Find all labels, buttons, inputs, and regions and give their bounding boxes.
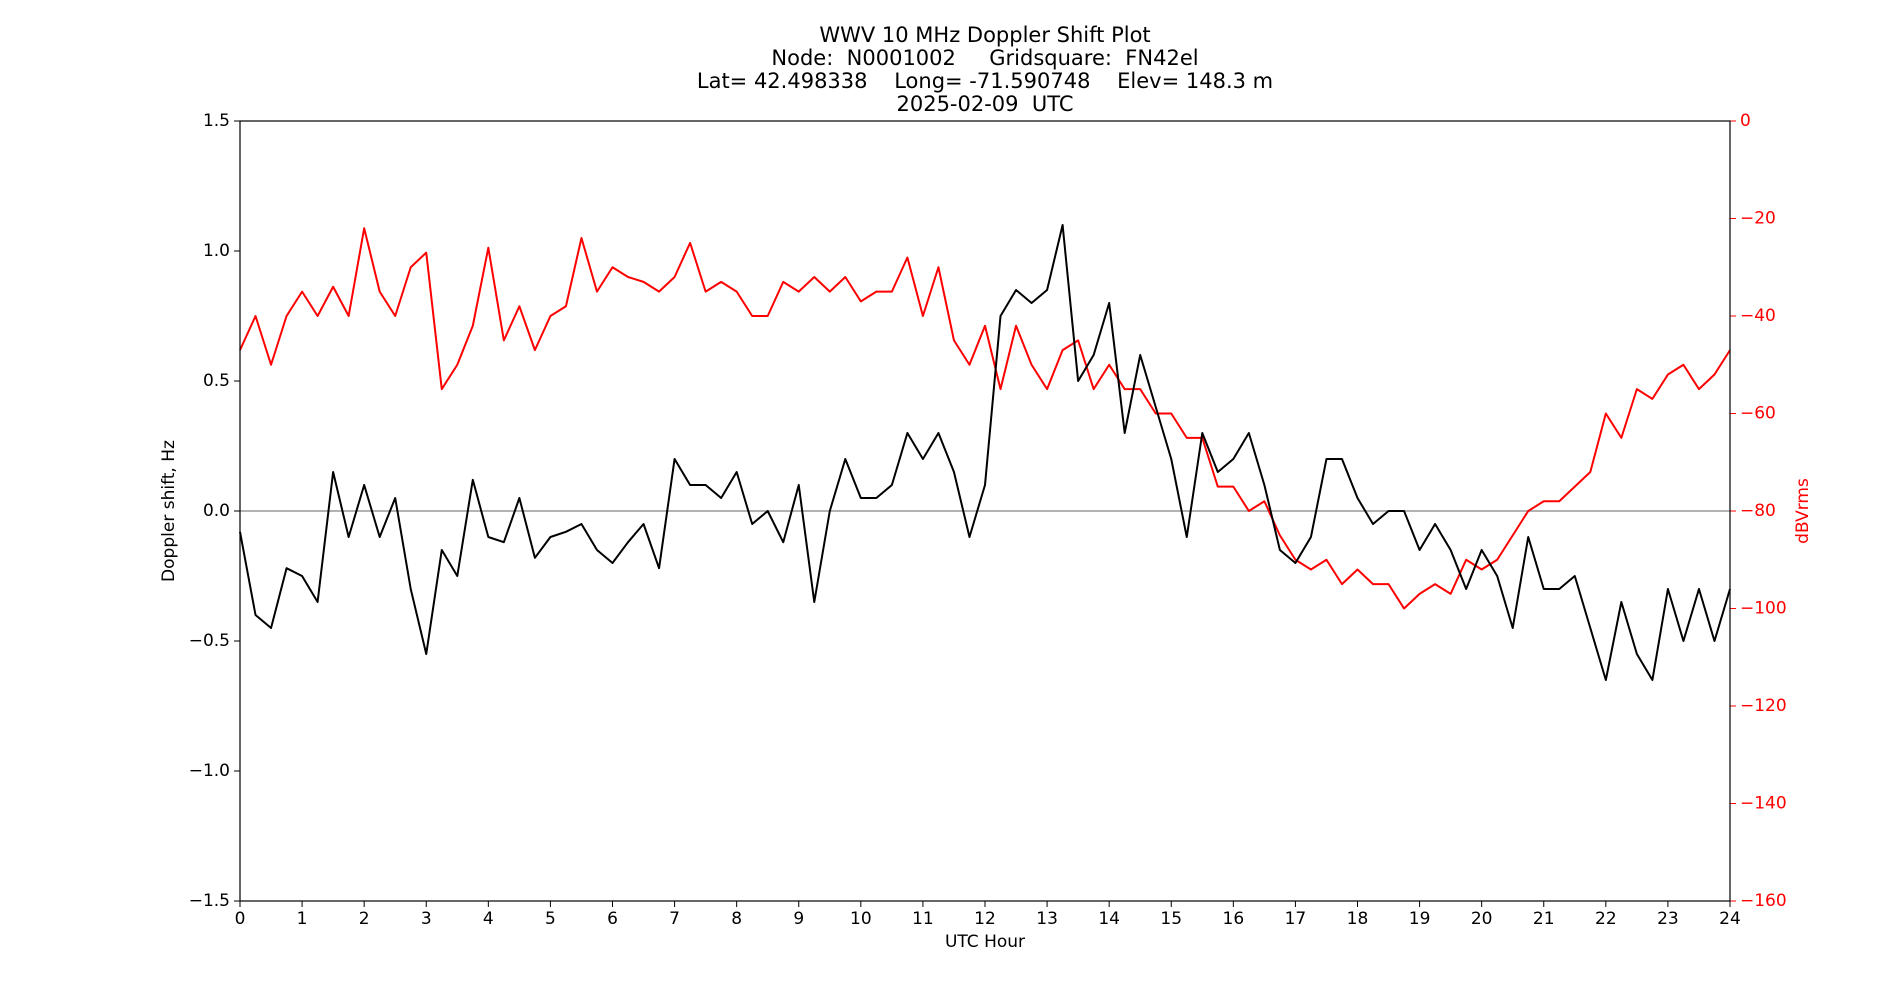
x-tick-label: 16 [1223,909,1245,929]
y2-tick-label: −20 [1740,209,1776,229]
x-axis-label: UTC Hour [945,932,1025,952]
chart-title: 2025-02-09 UTC [896,92,1073,116]
chart-title: Lat= 42.498338 Long= -71.590748 Elev= 14… [697,69,1273,93]
y2-tick-label: −120 [1740,696,1787,716]
x-tick-label: 19 [1409,909,1431,929]
x-tick-label: 10 [850,909,872,929]
line-series [239,227,1731,610]
y2-axis-label: dBVrms [1793,478,1813,544]
y-tick-label: 0.5 [203,371,230,391]
x-tick-label: 14 [1098,909,1120,929]
x-tick-label: 12 [974,909,996,929]
line-series [239,224,1731,681]
y-axis-label: Doppler shift, Hz [159,440,179,582]
x-tick-label: 11 [912,909,934,929]
y2-tick-label: −40 [1740,306,1776,326]
y2-tick-label: −80 [1740,501,1776,521]
y2-tick-label: −60 [1740,404,1776,424]
x-tick-label: 1 [297,909,308,929]
y-tick-label: 0.0 [203,501,230,521]
x-tick-label: 13 [1036,909,1058,929]
x-tick-label: 23 [1657,909,1679,929]
x-tick-label: 2 [359,909,370,929]
x-tick-label: 6 [607,909,618,929]
x-tick-label: 5 [545,909,556,929]
y-tick-label: 1.5 [203,111,230,131]
x-tick-label: 8 [731,909,742,929]
x-tick-label: 7 [669,909,680,929]
x-tick-label: 15 [1160,909,1182,929]
plot-frame [239,120,1731,902]
x-tick-label: 24 [1719,909,1741,929]
x-tick-label: 9 [793,909,804,929]
y-tick-label: −0.5 [189,631,230,651]
y2-tick-label: 0 [1740,111,1751,131]
x-tick-label: 17 [1285,909,1307,929]
x-tick-label: 0 [235,909,246,929]
y2-tick-label: −140 [1740,794,1787,814]
y-tick-label: 1.0 [203,241,230,261]
x-tick-label: 21 [1533,909,1555,929]
y-tick-label: −1.0 [189,761,230,781]
x-tick-label: 18 [1347,909,1369,929]
x-tick-label: 20 [1471,909,1493,929]
y2-tick-label: −100 [1740,599,1787,619]
x-tick-label: 3 [421,909,432,929]
chart-title: Node: N0001002 Gridsquare: FN42el [771,46,1198,70]
y-tick-label: −1.5 [189,891,230,911]
y2-tick-label: −160 [1740,891,1787,911]
x-tick-label: 22 [1595,909,1617,929]
chart-title: WWV 10 MHz Doppler Shift Plot [819,23,1150,47]
x-tick-label: 4 [483,909,494,929]
